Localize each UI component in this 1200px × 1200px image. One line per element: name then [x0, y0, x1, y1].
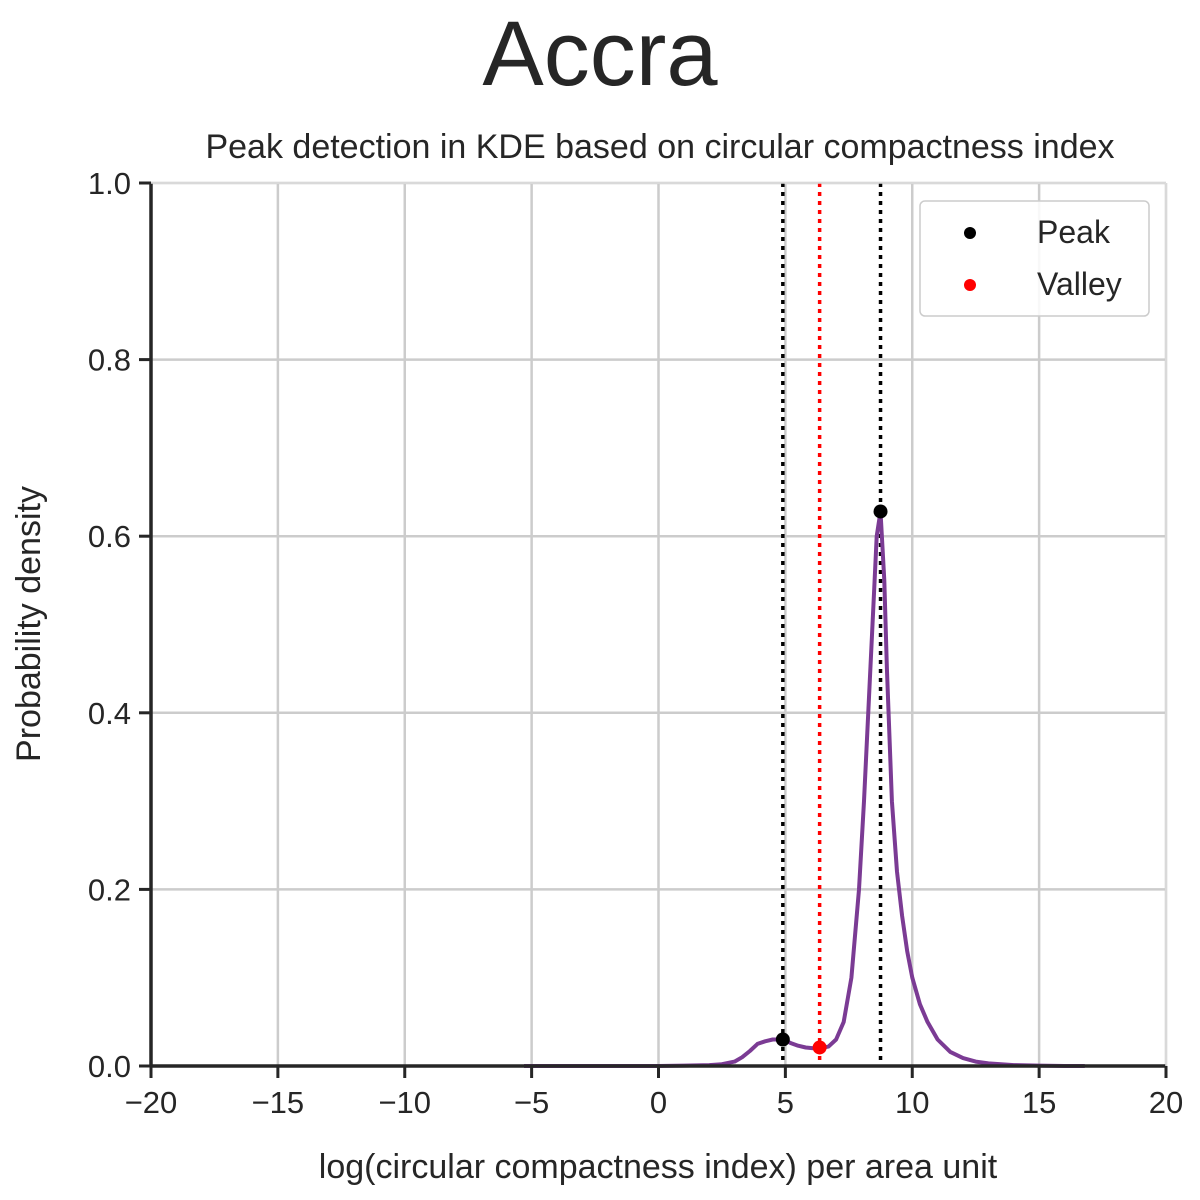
- legend: Peak Valley: [919, 200, 1150, 317]
- x-tick-label: −5: [514, 1085, 549, 1120]
- peak-point: [775, 1032, 790, 1047]
- y-tick-label: 0.4: [88, 696, 131, 731]
- y-axis-label: Probability density: [10, 486, 48, 762]
- y-tick-label: 0.8: [88, 343, 131, 378]
- x-tick-label: −20: [125, 1085, 178, 1120]
- x-tick-label: −15: [252, 1085, 305, 1120]
- x-tick-label: 20: [1149, 1085, 1183, 1120]
- x-tick-label: 0: [650, 1085, 667, 1120]
- x-tick-label: −10: [378, 1085, 431, 1120]
- figure-suptitle: Accra: [482, 3, 718, 105]
- x-tick-label: 5: [777, 1085, 794, 1120]
- x-axis-label: log(circular compactness index) per area…: [319, 1148, 998, 1186]
- y-tick-label: 0.2: [88, 872, 131, 907]
- valley-point: [812, 1040, 827, 1055]
- marker-lines: [781, 183, 883, 1066]
- kde-curve-layer: [524, 509, 1085, 1068]
- y-tick-label: 1.0: [88, 166, 131, 201]
- x-tick-label: 10: [895, 1085, 929, 1120]
- kde-curve-0: [524, 509, 1085, 1068]
- legend-valley-label: Valley: [1037, 266, 1122, 302]
- legend-box: [919, 200, 1150, 317]
- extrema-points: [775, 504, 888, 1055]
- y-tick-label: 0.6: [88, 519, 131, 554]
- legend-peak-label: Peak: [1037, 214, 1111, 250]
- x-tick-label: 15: [1022, 1085, 1056, 1120]
- legend-peak-marker: [964, 227, 976, 239]
- peak-point: [873, 504, 888, 519]
- legend-valley-marker: [964, 279, 976, 291]
- y-tick-label: 0.0: [88, 1049, 131, 1084]
- axes: −20 −15 −10 −5 0 5 10 15 20 0.0 0.2 0.4 0.6 0.8 1.0: [88, 166, 1183, 1120]
- chart-title: Peak detection in KDE based on circular …: [205, 128, 1114, 166]
